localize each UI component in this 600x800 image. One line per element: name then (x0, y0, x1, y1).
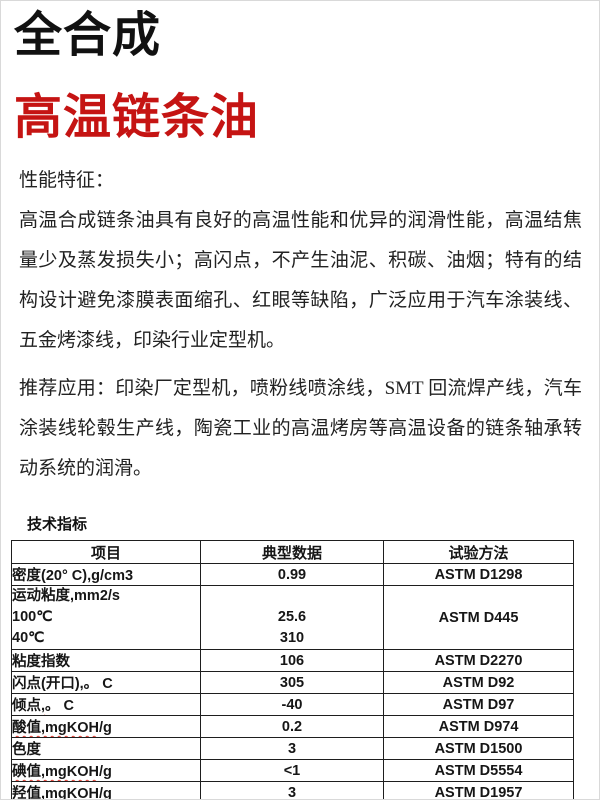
spec-row-iodine-value: 碘值,mgKOH/g <1 ASTM D5554 (11, 759, 574, 782)
product-line-title: 全合成 (14, 7, 162, 63)
spec-item: 闪点(开口),。 C (11, 671, 201, 694)
spec-row-flash-point: 闪点(开口),。 C 305 ASTM D92 (11, 671, 574, 694)
spec-method: ASTM D92 (383, 671, 574, 694)
application-paragraph: 推荐应用：印染厂定型机，喷粉线喷涂线，SMT 回流焊产线，汽车涂装线轮毂生产线，… (19, 378, 582, 479)
performance-heading: 性能特征： (19, 170, 115, 191)
spec-method: ASTM D97 (383, 693, 574, 716)
spec-item: 色度 (11, 737, 201, 760)
spec-item: 密度(20° C),g/cm3 (11, 563, 201, 586)
col-header-method: 试验方法 (383, 540, 574, 564)
spec-method: ASTM D974 (383, 715, 574, 738)
spec-value: 0.99 (200, 563, 384, 586)
performance-paragraph: 高温合成链条油具有良好的高温性能和优异的润滑性能，高温结焦量少及蒸发损失小；高闪… (19, 210, 582, 351)
spec-item: 运动粘度,mm2/s 100℃ 40℃ (11, 585, 201, 650)
spec-method: ASTM D2270 (383, 649, 574, 672)
spec-value: 305 (200, 671, 384, 694)
spec-item: 碘值,mgKOH/g (11, 759, 201, 782)
spec-method: ASTM D1957 (383, 781, 574, 799)
spec-row-density: 密度(20° C),g/cm3 0.99 ASTM D1298 (11, 563, 574, 586)
specs-table: 项目 典型数据 试验方法 密度(20° C),g/cm3 0.99 ASTM D… (11, 540, 574, 799)
col-header-item: 项目 (11, 540, 201, 564)
product-name-title: 高温链条油 (14, 89, 260, 145)
spec-value: 106 (200, 649, 384, 672)
specs-header-row: 项目 典型数据 试验方法 (11, 540, 574, 564)
spec-row-pour-point: 倾点,。 C -40 ASTM D97 (11, 693, 574, 716)
spec-method: ASTM D1500 (383, 737, 574, 760)
spec-method: ASTM D445 (383, 585, 574, 650)
spec-item: 粘度指数 (11, 649, 201, 672)
spec-method: ASTM D5554 (383, 759, 574, 782)
spec-item: 倾点,。 C (11, 693, 201, 716)
spec-row-viscosity: 运动粘度,mm2/s 100℃ 40℃ 25.6 310 ASTM D445 (11, 585, 574, 650)
spec-item: 酸值,mgKOH/g (11, 715, 201, 738)
spec-row-acid-value: 酸值,mgKOH/g 0.2 ASTM D974 (11, 715, 574, 738)
spec-method: ASTM D1298 (383, 563, 574, 586)
spec-value: 0.2 (200, 715, 384, 738)
spec-row-color: 色度 3 ASTM D1500 (11, 737, 574, 760)
specs-heading: 技术指标 (27, 516, 88, 533)
spec-value: 3 (200, 781, 384, 799)
col-header-typical: 典型数据 (200, 540, 384, 564)
spec-item: 羟值,mgKOH/g (11, 781, 201, 799)
spec-value: <1 (200, 759, 384, 782)
spec-value: -40 (200, 693, 384, 716)
spec-row-hydroxyl-value: 羟值,mgKOH/g 3 ASTM D1957 (11, 781, 574, 799)
spec-value: 3 (200, 737, 384, 760)
spec-value: 25.6 310 (200, 585, 384, 650)
spec-row-viscosity-index: 粘度指数 106 ASTM D2270 (11, 649, 574, 672)
